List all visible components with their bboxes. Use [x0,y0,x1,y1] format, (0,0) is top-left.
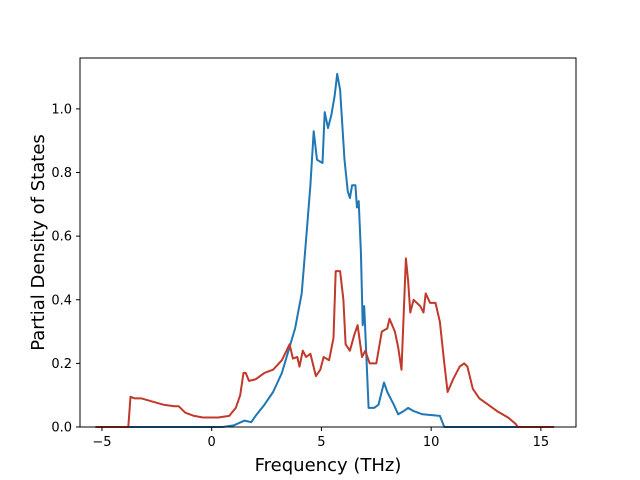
y-tick-label: 0.2 [51,357,72,372]
x-tick-label: 0 [208,435,216,450]
series-line-2 [95,257,555,428]
x-tick-label: 5 [317,435,325,450]
series-line-1 [95,72,555,428]
y-tick-label: 1.0 [51,102,72,117]
y-tick-label: 0.0 [51,421,72,436]
y-tick-label: 0.4 [51,293,72,308]
x-axis-ticks: −5 0 5 10 15 [92,427,549,450]
y-axis-ticks: 0.0 0.2 0.4 0.6 0.8 1.0 [51,102,80,436]
plot-frame [79,57,577,428]
x-tick-label: −5 [92,435,111,450]
y-tick-label: 0.8 [51,166,72,181]
y-tick-label: 0.6 [51,230,72,245]
x-axis-label: Frequency (THz) [255,455,402,476]
x-tick-label: 15 [533,435,550,450]
series-layer [95,72,555,428]
x-tick-label: 10 [423,435,440,450]
y-axis-label: Partial Density of States [28,134,49,351]
